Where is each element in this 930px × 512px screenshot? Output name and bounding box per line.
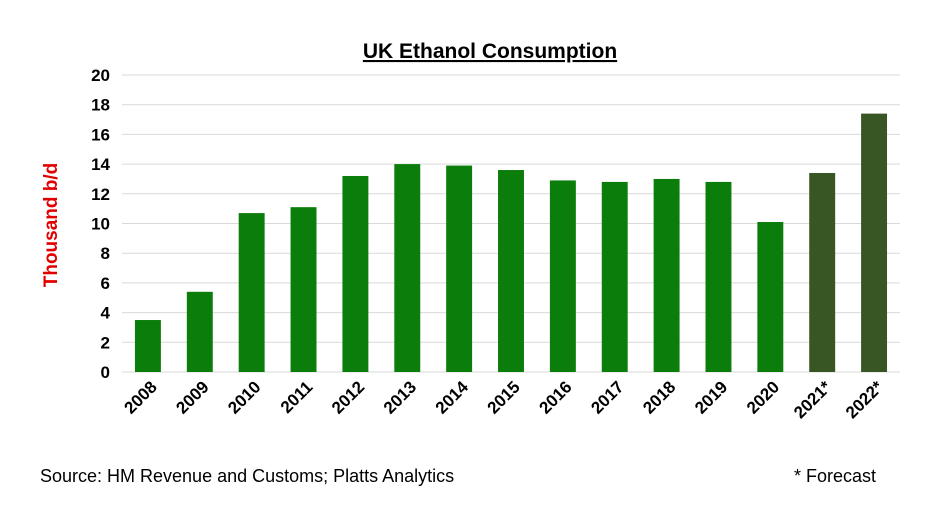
y-axis-ticks: 0 2 4 6 8 10 12 14 16 18 20 — [91, 66, 110, 382]
x-tick-label: 2022* — [842, 377, 887, 422]
y-tick-label: 10 — [91, 215, 110, 234]
x-tick-label: 2011 — [277, 377, 317, 417]
y-tick-label: 14 — [91, 155, 110, 174]
x-tick-label: 2012 — [328, 377, 368, 417]
y-tick-label: 4 — [101, 304, 111, 323]
y-tick-label: 0 — [101, 363, 110, 382]
bar-2022-forecast — [861, 113, 888, 373]
x-tick-label: 2008 — [121, 377, 161, 417]
bar-2017 — [601, 181, 628, 372]
bar-2018 — [653, 178, 680, 372]
bar-2008 — [134, 320, 161, 372]
y-tick-label: 2 — [101, 333, 110, 352]
bar-2010 — [238, 213, 265, 372]
bar-2011 — [290, 207, 317, 372]
y-tick-label: 6 — [101, 274, 110, 293]
x-tick-label: 2015 — [484, 377, 524, 417]
x-tick-label: 2014 — [432, 377, 473, 418]
x-tick-label: 2009 — [172, 377, 212, 417]
bar-2014 — [446, 165, 473, 372]
x-tick-label: 2010 — [224, 377, 264, 417]
y-tick-label: 12 — [91, 185, 110, 204]
x-tick-label: 2019 — [691, 377, 731, 417]
x-tick-label: 2018 — [639, 377, 679, 417]
chart-title: UK Ethanol Consumption — [363, 40, 617, 63]
x-tick-label: 2021* — [790, 377, 835, 422]
bar-2012 — [342, 175, 369, 372]
bar-2021-forecast — [809, 173, 836, 372]
y-tick-label: 18 — [91, 96, 110, 115]
bar-2015 — [498, 170, 524, 372]
bar-2013 — [394, 164, 421, 372]
bar-2009 — [186, 291, 213, 372]
bars — [134, 113, 888, 373]
y-axis-label: Thousand b/d — [41, 163, 62, 288]
bar-2016 — [549, 180, 576, 372]
y-tick-label: 8 — [101, 244, 110, 263]
x-tick-label: 2016 — [536, 377, 576, 417]
source-note: Source: HM Revenue and Customs; Platts A… — [40, 466, 454, 486]
y-tick-label: 16 — [91, 125, 110, 144]
x-tick-label: 2020 — [743, 377, 783, 417]
forecast-note: * Forecast — [794, 466, 876, 486]
bar-2019 — [705, 181, 732, 372]
bar-2020 — [757, 222, 784, 372]
x-axis-ticks: 2008 2009 2010 2011 2012 2013 2014 2015 2016 2017… — [121, 377, 888, 422]
x-tick-label: 2017 — [587, 377, 627, 417]
x-tick-label: 2013 — [380, 377, 420, 417]
y-tick-label: 20 — [91, 66, 110, 85]
